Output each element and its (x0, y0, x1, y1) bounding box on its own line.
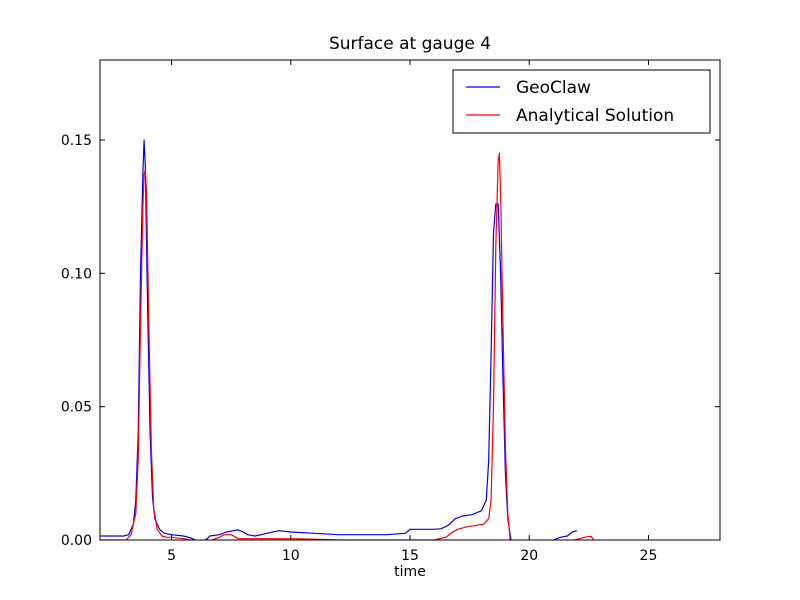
y-tick-label: 0.00 (61, 533, 92, 549)
y-tick-label: 0.15 (61, 133, 92, 149)
chart-title: Surface at gauge 4 (329, 34, 491, 54)
legend: GeoClaw Analytical Solution (452, 69, 711, 134)
x-tick-label: 15 (401, 548, 419, 564)
x-tick-label: 10 (282, 548, 300, 564)
x-tick-label: 5 (167, 548, 176, 564)
legend-box (452, 69, 711, 134)
x-tick-label: 25 (640, 548, 658, 564)
legend-label-analytical: Analytical Solution (516, 106, 674, 126)
x-tick-label: 20 (520, 548, 538, 564)
legend-label-geoclaw: GeoClaw (516, 78, 591, 98)
x-axis-label: time (394, 564, 426, 580)
y-tick-label: 0.10 (61, 266, 92, 282)
series-line-geoclaw-segment-1 (100, 139, 512, 540)
y-tick-label: 0.05 (61, 400, 92, 416)
series-line-analytical-solution-segment-1 (100, 152, 511, 540)
series-line-geoclaw-segment-2 (551, 530, 578, 540)
